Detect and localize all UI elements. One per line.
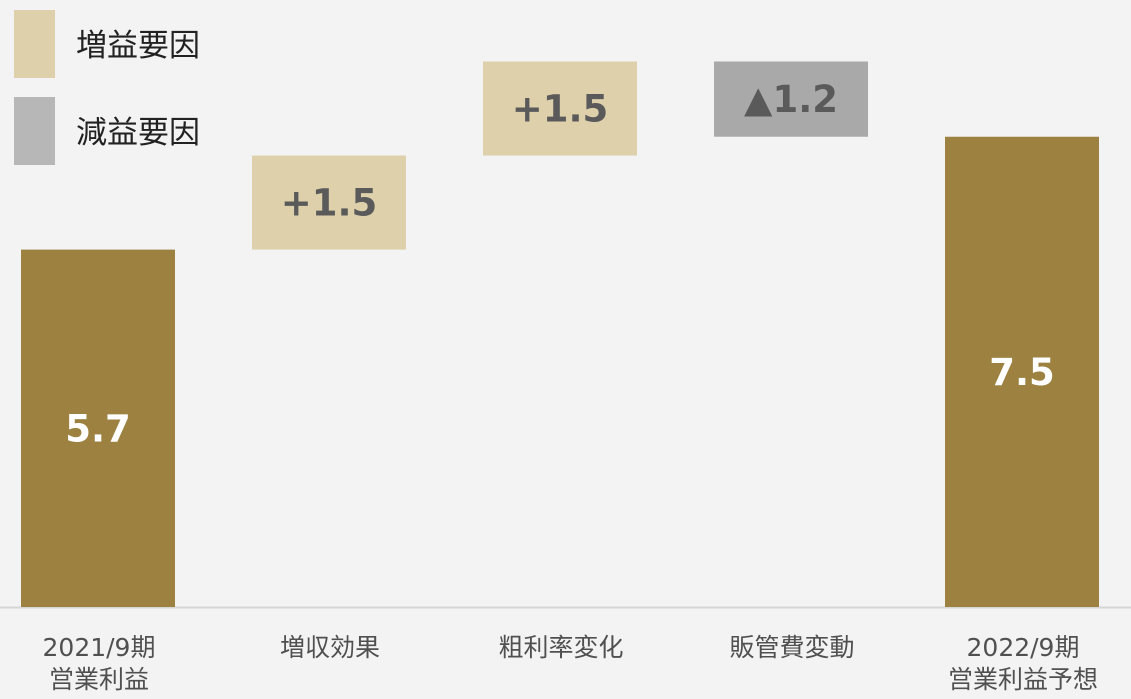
category-label-2022-line2: 営業利益予想: [947, 665, 1098, 694]
legend-swatch-decrease: [14, 97, 55, 165]
category-label-revenue-effect: 増収効果: [230, 632, 430, 664]
bar-value-label-4: 7.5: [989, 351, 1055, 394]
bar-increase-2: [483, 61, 637, 156]
category-label-revenue-effect-line1: 増収効果: [279, 633, 380, 662]
bar-total-4: [945, 136, 1099, 607]
bar-value-label-3: ▲1.2: [744, 78, 838, 121]
bar-increase-1: [252, 155, 406, 250]
category-label-margin-change-line1: 粗利率変化: [498, 633, 624, 662]
category-label-2021-line1: 2021/9期: [42, 633, 156, 662]
category-label-sga-change-line1: 販管費変動: [729, 633, 855, 662]
bar-value-label-0: 5.7: [65, 407, 131, 450]
category-label-2021-line2: 営業利益: [48, 665, 149, 694]
category-label-2021: 2021/9期 営業利益: [0, 632, 199, 696]
legend-swatch-increase: [14, 10, 55, 78]
category-label-sga-change: 販管費変動: [692, 632, 892, 664]
bar-decrease-3: [714, 61, 868, 137]
legend-label-increase: 増益要因: [76, 28, 200, 64]
bar-value-label-2: +1.5: [512, 88, 609, 131]
waterfall-chart: 5.7 +1.5 +1.5 ▲1.2 7.5: [0, 61, 1131, 609]
category-label-2022: 2022/9期 営業利益予想: [923, 632, 1123, 696]
legend-label-decrease: 減益要因: [76, 115, 200, 151]
bar-value-label-1: +1.5: [281, 182, 378, 225]
bar-total-0: [21, 249, 175, 608]
category-label-margin-change: 粗利率変化: [461, 632, 661, 664]
category-label-2022-line1: 2022/9期: [966, 633, 1080, 662]
